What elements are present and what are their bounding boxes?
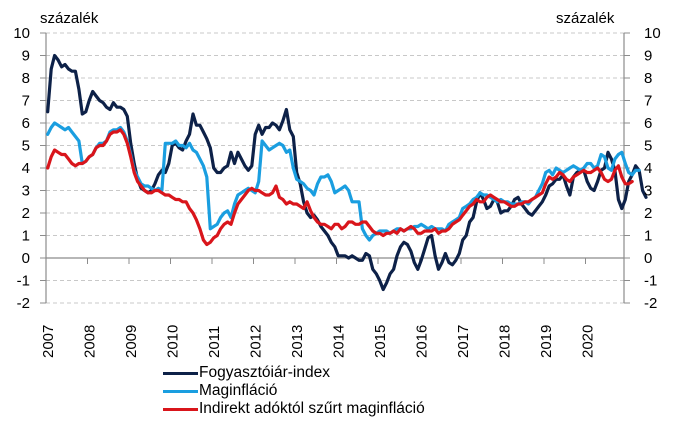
x-tick-label: 2009 <box>123 325 140 358</box>
y-tick-label-left: 10 <box>13 25 30 42</box>
legend-swatch-cpi <box>163 371 198 375</box>
y-tick-label-left: 1 <box>22 228 30 245</box>
y-tick-label-left: 9 <box>22 48 30 65</box>
x-tick-label: 2015 <box>372 325 389 358</box>
x-tick-label: 2014 <box>331 325 348 358</box>
legend-swatch-core-tax-adjusted <box>163 407 198 411</box>
y-tick-label-left: -1 <box>17 273 30 290</box>
y-tick-label-right: 8 <box>644 70 652 87</box>
y-tick-label-left: -2 <box>17 295 30 312</box>
right-unit-label: százalék <box>556 10 615 27</box>
y-tick-label-right: 0 <box>644 250 652 267</box>
series-line-cpi <box>46 53 648 292</box>
y-tick-label-right: 1 <box>644 228 652 245</box>
y-tick-label-right: -1 <box>644 273 657 290</box>
y-tick-label-left: 3 <box>22 183 30 200</box>
axes <box>40 32 630 304</box>
y-tick-label-left: 6 <box>22 115 30 132</box>
x-tick-label: 2020 <box>580 325 597 358</box>
legend-label-core: Maginfláció <box>199 382 278 399</box>
left-unit-label: százalék <box>40 10 99 27</box>
x-tick-label: 2013 <box>289 325 306 358</box>
axis-labels: százalék százalék 10 109 98 87 76 65 54 43 32 21 1… <box>13 10 660 358</box>
y-tick-label-left: 8 <box>22 70 30 87</box>
y-tick-label-right: 3 <box>644 183 652 200</box>
legend-label-cpi: Fogyasztóiár-index <box>199 364 330 381</box>
x-tick-label: 2016 <box>414 325 431 358</box>
x-tick-label: 2018 <box>497 325 514 358</box>
y-tick-label-right: 7 <box>644 93 652 110</box>
x-tick-label: 2019 <box>538 325 555 358</box>
legend-item-core-tax-adjusted: Indirekt adóktól szűrt maginfláció <box>163 400 425 418</box>
y-tick-label-right: 5 <box>644 138 652 155</box>
legend-item-core: Maginfláció <box>163 382 425 400</box>
y-tick-label-right: 4 <box>644 160 652 177</box>
x-tick-label: 2008 <box>82 325 99 358</box>
legend: Fogyasztóiár-index Maginfláció Indirekt … <box>163 364 425 418</box>
chart: százalék százalék 10 109 98 87 76 65 54 43 32 21 1… <box>13 10 660 358</box>
series-line-core-inflation <box>46 121 641 242</box>
series-lines <box>46 53 648 292</box>
y-tick-label-right: 2 <box>644 205 652 222</box>
y-tick-label-right: 6 <box>644 115 652 132</box>
series-line-core-tax-adjusted <box>46 128 634 247</box>
y-tick-label-right: -2 <box>644 295 657 312</box>
legend-item-cpi: Fogyasztóiár-index <box>163 364 425 382</box>
x-tick-label: 2010 <box>165 325 182 358</box>
y-tick-label-right: 10 <box>644 25 661 42</box>
y-tick-label-right: 9 <box>644 48 652 65</box>
x-tick-label: 2011 <box>206 326 223 358</box>
x-tick-label: 2017 <box>455 325 472 358</box>
y-tick-label-left: 7 <box>22 93 30 110</box>
legend-label-core-tax-adjusted: Indirekt adóktól szűrt maginfláció <box>199 400 425 417</box>
y-tick-label-left: 4 <box>22 160 30 177</box>
y-tick-label-left: 2 <box>22 205 30 222</box>
y-tick-label-left: 0 <box>22 250 30 267</box>
y-tick-label-left: 5 <box>22 138 30 155</box>
x-tick-label: 2007 <box>40 325 57 358</box>
x-tick-label: 2012 <box>248 325 265 358</box>
legend-swatch-core <box>163 389 198 393</box>
